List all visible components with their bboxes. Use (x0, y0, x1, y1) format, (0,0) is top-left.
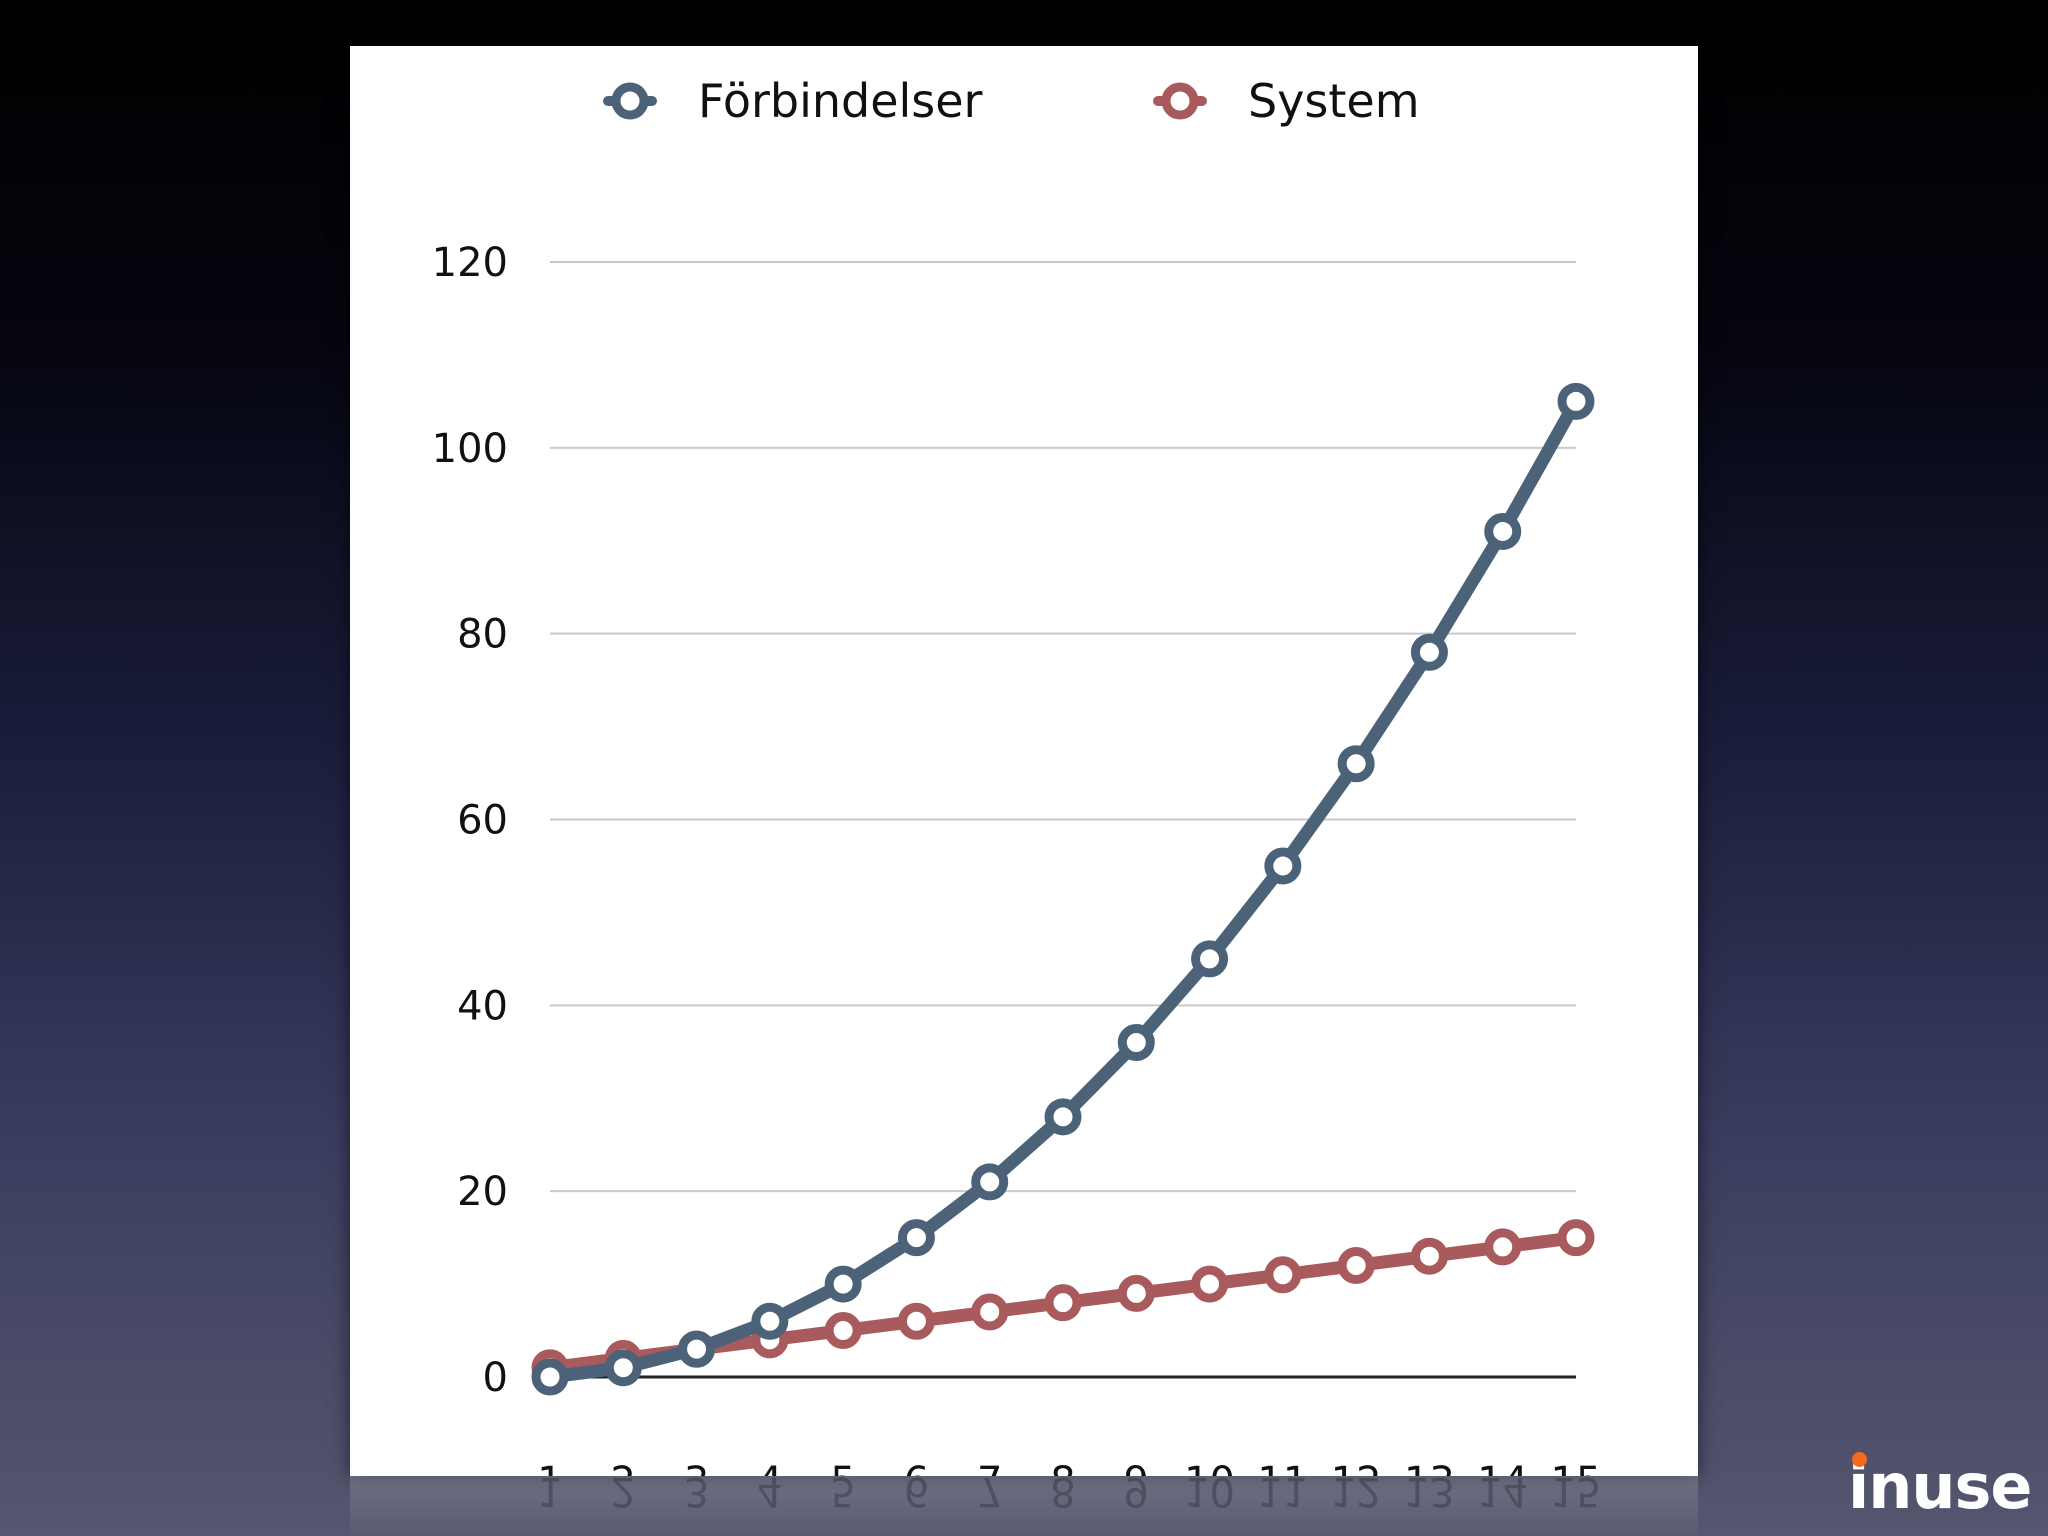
x-tick-label: 13 (1404, 1459, 1455, 1476)
chart-slide: 020406080100120123456789101112131415Förb… (350, 46, 1698, 1476)
data-point (678, 1330, 716, 1368)
data-point (971, 1163, 1009, 1201)
inuse-logo: inuse (1848, 1452, 2032, 1522)
inuse-logo-text: inuse (1848, 1450, 2032, 1523)
x-tick-reflection: 13 (1404, 1476, 1455, 1514)
y-tick-label: 80 (457, 612, 508, 658)
data-point (1484, 512, 1522, 550)
data-point (1191, 1265, 1229, 1303)
x-tick-label: 7 (977, 1459, 1002, 1476)
x-tick-label: 2 (611, 1459, 636, 1476)
x-tick-label: 9 (1124, 1459, 1149, 1476)
x-tick-reflection: 11 (1257, 1476, 1308, 1514)
x-tick-reflection: 14 (1477, 1476, 1528, 1514)
x-tick-label: 3 (684, 1459, 709, 1476)
legend-marker (1161, 82, 1199, 120)
x-tick-reflection: 10 (1184, 1476, 1235, 1514)
reflection-tick-labels: 1 2 3 4 5 6 7 8 9 10 11 12 13 14 15 (537, 1476, 1601, 1514)
data-point (1410, 1237, 1448, 1275)
y-tick-label: 0 (483, 1355, 508, 1401)
data-point (1337, 745, 1375, 783)
data-point (824, 1312, 862, 1350)
x-tick-label: 8 (1050, 1459, 1075, 1476)
data-point (1264, 847, 1302, 885)
x-tick-reflection: 4 (757, 1476, 782, 1514)
x-tick-reflection: 5 (830, 1476, 855, 1514)
data-point (604, 1349, 642, 1387)
x-tick-reflection: 9 (1124, 1476, 1149, 1514)
x-tick-label: 1 (537, 1459, 562, 1476)
data-point (1117, 1274, 1155, 1312)
data-point (751, 1302, 789, 1340)
data-point (897, 1219, 935, 1257)
series-line (543, 394, 1583, 1384)
x-tick-reflection: 1 (537, 1476, 562, 1514)
x-tick-reflection: 7 (977, 1476, 1002, 1514)
data-point (1264, 1256, 1302, 1294)
x-tick-reflection: 2 (611, 1476, 636, 1514)
slide-reflection: 1 2 3 4 5 6 7 8 9 10 11 12 13 14 15 (350, 1476, 1698, 1536)
legend-marker (611, 82, 649, 120)
x-tick-label: 11 (1257, 1459, 1308, 1476)
x-tick-label: 15 (1551, 1459, 1602, 1476)
line-chart: 020406080100120123456789101112131415Förb… (432, 74, 1602, 1476)
data-point (1117, 1024, 1155, 1061)
data-point (531, 1358, 569, 1396)
data-point (824, 1265, 862, 1303)
data-point (1337, 1247, 1375, 1284)
data-point (897, 1302, 935, 1340)
reflection-group: 1 2 3 4 5 6 7 8 9 10 11 12 13 14 15 (537, 1476, 1601, 1514)
x-tick-label: 5 (830, 1459, 855, 1476)
x-tick-label: 12 (1331, 1459, 1382, 1476)
x-tick-label: 6 (904, 1459, 929, 1476)
x-tick-label: 4 (757, 1459, 782, 1476)
inuse-logo-dot (1852, 1452, 1867, 1467)
x-tick-reflection: 12 (1331, 1476, 1382, 1514)
data-point (1044, 1284, 1082, 1322)
x-tick-reflection: 15 (1551, 1476, 1602, 1514)
y-tick-label: 100 (432, 426, 508, 472)
y-tick-label: 40 (457, 983, 508, 1029)
data-point (1410, 633, 1448, 671)
y-tick-label: 60 (457, 798, 508, 844)
data-point (1191, 940, 1229, 978)
x-tick-reflection: 3 (684, 1476, 709, 1514)
data-point (971, 1293, 1009, 1331)
data-point (1484, 1228, 1522, 1266)
y-tick-label: 120 (432, 240, 508, 286)
legend-label: System (1248, 74, 1420, 128)
data-point (1557, 1219, 1595, 1257)
data-point (1557, 382, 1595, 420)
y-tick-label: 20 (457, 1169, 508, 1215)
x-tick-label: 10 (1184, 1459, 1235, 1476)
x-tick-label: 14 (1477, 1459, 1528, 1476)
legend-label: Förbindelser (698, 74, 983, 128)
x-tick-reflection: 6 (904, 1476, 929, 1514)
x-tick-reflection: 8 (1050, 1476, 1075, 1514)
data-point (1044, 1098, 1082, 1136)
